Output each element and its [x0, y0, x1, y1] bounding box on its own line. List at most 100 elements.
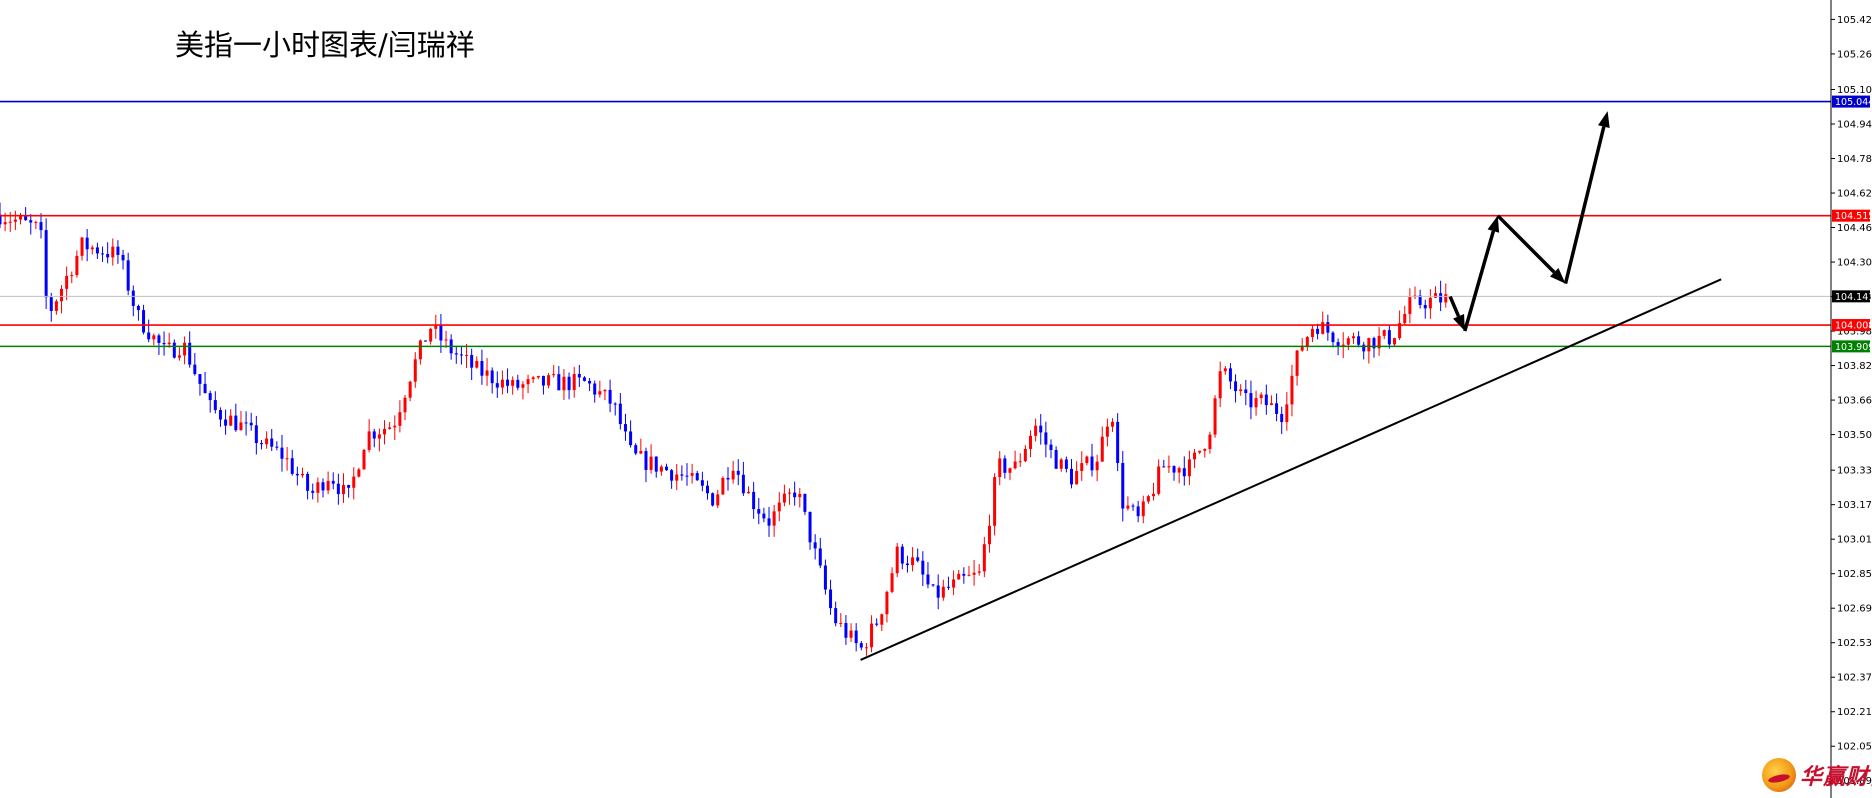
- candle-body: [1208, 434, 1212, 450]
- candle-body: [900, 546, 904, 564]
- candle-body: [582, 377, 586, 381]
- candle-body: [700, 480, 704, 486]
- candle-body: [193, 364, 197, 375]
- candle-body: [1305, 337, 1309, 348]
- candle-body: [1398, 323, 1402, 339]
- price-axis-label: 104.620: [1837, 189, 1872, 200]
- candle-body: [1028, 435, 1032, 449]
- candle-body: [1095, 461, 1099, 471]
- candle-body: [506, 379, 510, 386]
- candle-body: [962, 573, 966, 576]
- candle-body: [664, 466, 668, 471]
- candle-body: [213, 400, 217, 411]
- candle-body: [859, 643, 863, 648]
- candle-body: [521, 384, 525, 388]
- candle-body: [1008, 468, 1012, 473]
- price-axis-label: 102.535: [1837, 638, 1872, 649]
- candle-body: [254, 425, 258, 444]
- candle-body: [1182, 468, 1186, 477]
- resistance-level-tag-label: 104.515: [1835, 211, 1872, 222]
- candle-body: [111, 246, 115, 258]
- candle-body: [1187, 459, 1191, 477]
- candle-body: [803, 494, 807, 512]
- candle-body: [259, 443, 263, 445]
- candle-body: [0, 214, 2, 225]
- candle-body: [613, 403, 617, 405]
- candle-body: [383, 428, 387, 435]
- candle-body: [813, 542, 817, 549]
- candle-body: [1362, 344, 1366, 352]
- candle-body: [434, 324, 438, 329]
- candle-body: [1249, 393, 1253, 408]
- candle-body: [987, 525, 991, 545]
- candle-body: [70, 275, 74, 277]
- candle-body: [136, 305, 140, 311]
- candle-body: [470, 354, 474, 368]
- candle-body: [321, 482, 325, 491]
- candle-body: [1290, 375, 1294, 405]
- candle-body: [198, 374, 202, 384]
- candle-body: [1193, 452, 1197, 460]
- candle-body: [3, 222, 7, 225]
- candle-body: [275, 446, 279, 448]
- candle-body: [1090, 456, 1094, 471]
- candle-body: [218, 410, 222, 420]
- candle-body: [788, 492, 792, 494]
- candle-body: [326, 480, 330, 491]
- candle-body: [1387, 330, 1391, 345]
- candle-body: [388, 427, 392, 429]
- candle-body: [618, 403, 622, 425]
- logo-text: 华赢财富: [1800, 764, 1872, 790]
- candle-body: [690, 473, 694, 476]
- candle-body: [1280, 413, 1284, 423]
- candle-body: [818, 548, 822, 566]
- price-axis-label: 104.300: [1837, 258, 1872, 269]
- candle-body: [1172, 466, 1176, 473]
- candle-body: [1152, 493, 1156, 497]
- candle-body: [1275, 403, 1279, 414]
- candle-body: [393, 425, 397, 428]
- candle-body: [864, 647, 868, 649]
- candle-body: [157, 335, 161, 344]
- candle-body: [1326, 322, 1330, 333]
- candle-body: [982, 544, 986, 572]
- candle-body: [249, 422, 253, 426]
- candle-body: [941, 586, 945, 598]
- candle-body: [726, 477, 730, 480]
- price-axis-label: 104.780: [1837, 154, 1872, 165]
- candle-body: [424, 340, 428, 342]
- candle-body: [829, 589, 833, 609]
- resistance-level-tag: [1832, 209, 1870, 222]
- candle-body: [1428, 297, 1432, 309]
- brand-logo: 华赢财富: [1762, 758, 1872, 792]
- forecast-arrowhead: [1549, 268, 1566, 284]
- candle-body: [465, 354, 469, 356]
- candle-body: [1254, 398, 1258, 408]
- candle-body: [475, 361, 479, 368]
- candle-body: [372, 431, 376, 439]
- candle-body: [536, 375, 540, 378]
- candle-body: [639, 451, 643, 454]
- price-axis-label: 101.895: [1837, 776, 1872, 787]
- candle-body: [731, 470, 735, 480]
- candle-body: [736, 470, 740, 475]
- current-price-tag: [1832, 290, 1870, 303]
- candle-body: [1059, 459, 1063, 469]
- candle-body: [1131, 505, 1135, 507]
- candle-body: [147, 332, 151, 340]
- candle-body: [1234, 381, 1238, 392]
- candle-body: [547, 375, 551, 386]
- candle-body: [408, 381, 412, 398]
- candle-body: [531, 377, 535, 380]
- candle-body: [1377, 335, 1381, 349]
- candle-body: [1070, 468, 1074, 485]
- candle-body: [1100, 436, 1104, 462]
- candle-body: [567, 376, 571, 391]
- candle-body: [49, 297, 53, 311]
- candle-body: [1382, 330, 1386, 336]
- candle-body: [398, 412, 402, 426]
- lower-support-level-tag: [1832, 340, 1870, 353]
- candle-body: [106, 253, 110, 258]
- price-axis-label: 102.855: [1837, 569, 1872, 580]
- candle-body: [1310, 328, 1314, 338]
